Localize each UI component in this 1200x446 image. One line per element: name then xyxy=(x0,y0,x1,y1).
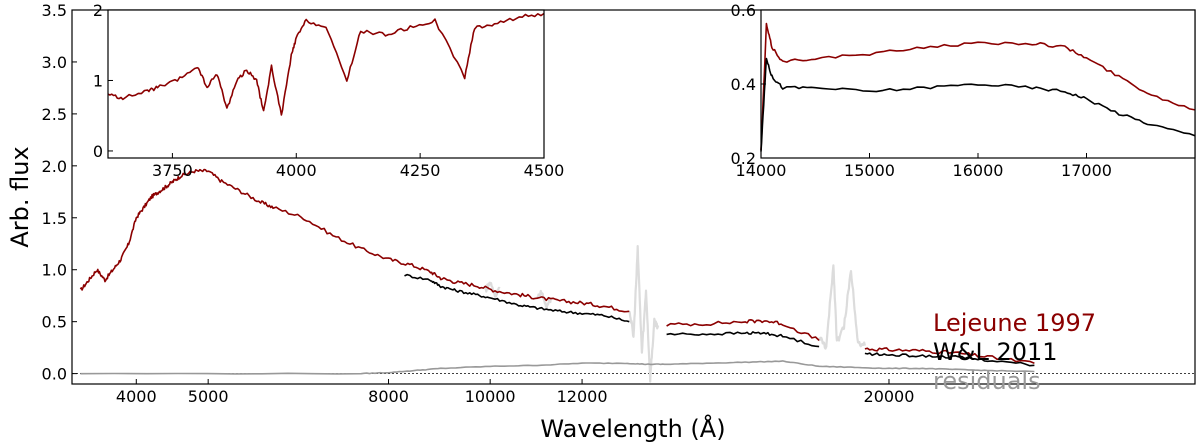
y-axis-label: Arb. flux xyxy=(6,146,34,247)
main-y-tick-label: 3.0 xyxy=(42,53,67,72)
series-lejeune-1997-segment xyxy=(79,168,630,313)
series-w-l-2011-segment xyxy=(404,273,630,323)
series-w-l-2011-segment xyxy=(864,352,1035,367)
inset-left: 3750 4000 4250 4500 0 1 2 xyxy=(93,1,565,180)
main-x-tick-label: 12000 xyxy=(557,387,608,406)
inset-left-plot: 3750 4000 4250 4500 0 1 2 xyxy=(93,1,565,180)
legend: Lejeune 1997 W&L 2011 residuals xyxy=(933,309,1096,395)
legend-lejeune-label: Lejeune 1997 xyxy=(933,309,1096,337)
main-x-tick-label: 8000 xyxy=(368,387,409,406)
inset-right-x-tick-label: 17000 xyxy=(1061,161,1112,180)
inset-right-background xyxy=(761,10,1195,158)
series-lejeune-1997-segment xyxy=(864,347,1035,364)
x-axis-label: Wavelength (Å) xyxy=(540,414,725,443)
inset-left-series-lejeune-1997 xyxy=(107,12,545,116)
main-y-tick-label: 0.5 xyxy=(42,313,67,332)
legend-residuals-label: residuals xyxy=(933,367,1041,395)
inset-right-plot: 14000 15000 16000 17000 0.2 0.4 0.6 xyxy=(731,1,1196,180)
legend-wl-label: W&L 2011 xyxy=(933,338,1058,366)
series-lejeune-1997-segment xyxy=(666,318,820,341)
main-y-tick-label: 1.0 xyxy=(42,261,67,280)
inset-right-y-tick-label: 0.6 xyxy=(731,1,756,20)
inset-right-series-w-l-2011 xyxy=(760,57,1196,152)
main-y-tick-label: 2.5 xyxy=(42,105,67,124)
inset-left-x-tick-label: 4000 xyxy=(276,161,317,180)
inset-left-background xyxy=(108,10,544,158)
main-x-tick-label: 4000 xyxy=(116,387,157,406)
inset-left-frame xyxy=(107,9,545,159)
main-y-tick-label: 1.5 xyxy=(42,209,67,228)
inset-right: 14000 15000 16000 17000 0.2 0.4 0.6 xyxy=(731,1,1196,180)
inset-left-y-tick-label: 1 xyxy=(93,71,103,90)
inset-right-y-tick-label: 0.2 xyxy=(731,149,756,168)
series-residuals-segment xyxy=(80,360,1035,375)
main-axes-frame xyxy=(71,9,1196,385)
inset-left-x-tick-label: 4500 xyxy=(524,161,565,180)
inset-right-x-tick-label: 16000 xyxy=(953,161,1004,180)
series-telluric-gaps-segment xyxy=(628,245,660,383)
inset-right-series-lejeune-1997 xyxy=(760,22,1196,151)
series-telluric-gaps-segment xyxy=(484,281,501,298)
series-w-l-2011-segment xyxy=(666,331,820,348)
main-x-tick-label: 10000 xyxy=(465,387,516,406)
main-x-tick-label: 20000 xyxy=(864,387,915,406)
inset-right-x-tick-label: 15000 xyxy=(844,161,895,180)
series-telluric-gaps-segment xyxy=(536,289,552,310)
inset-left-x-tick-label: 3750 xyxy=(152,161,193,180)
main-y-tick-label: 0.0 xyxy=(42,365,67,384)
inset-right-y-tick-label: 0.4 xyxy=(731,75,756,94)
main-y-tick-label: 3.5 xyxy=(42,1,67,20)
inset-left-y-tick-label: 2 xyxy=(93,1,103,20)
series-telluric-gaps-segment xyxy=(818,264,866,350)
inset-right-frame xyxy=(760,9,1196,159)
inset-right-x-tick-label: 14000 xyxy=(736,161,787,180)
main-y-tick-label: 2.0 xyxy=(42,157,67,176)
inset-left-x-tick-label: 4250 xyxy=(400,161,441,180)
main-plot: 4000 5000 8000 10000 12000 20000 0.0 0.5 1.0 1.5 2… xyxy=(42,1,1195,406)
main-x-tick-label: 5000 xyxy=(188,387,229,406)
inset-left-y-tick-label: 0 xyxy=(93,142,103,161)
